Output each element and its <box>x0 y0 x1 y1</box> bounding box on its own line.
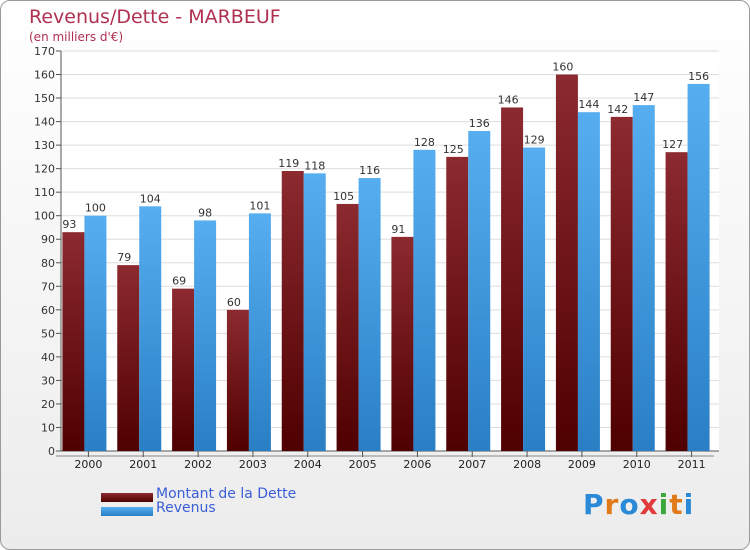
x-tick-label: 2008 <box>513 458 541 471</box>
grid-layer <box>61 50 719 452</box>
y-tick-label: 30 <box>41 374 55 387</box>
chart-title: Revenus/Dette - MARBEUF <box>29 6 281 28</box>
logo-letter: o <box>619 488 640 521</box>
logo-letter: t <box>669 488 684 521</box>
legend-label-revenus: Revenus <box>156 500 216 516</box>
y-tick-label: 80 <box>41 257 55 270</box>
x-tick-label: 2010 <box>623 458 651 471</box>
data-label: 146 <box>498 93 519 106</box>
y-tick-label: 40 <box>41 351 55 364</box>
bar-dette <box>501 107 524 452</box>
y-tick-label: 110 <box>34 186 55 199</box>
x-tick-label: 2003 <box>239 458 267 471</box>
bar-dette <box>610 116 633 451</box>
bar-revenus <box>413 149 436 451</box>
y-tick-label: 90 <box>41 233 55 246</box>
x-tick-label: 2002 <box>184 458 212 471</box>
x-tick-label: 2001 <box>129 458 157 471</box>
y-tick-label: 60 <box>41 304 55 317</box>
bar-revenus <box>632 105 655 451</box>
bar-revenus <box>577 112 600 452</box>
x-tick-label: 2011 <box>678 458 706 471</box>
bar-revenus <box>194 220 217 451</box>
bar-dette <box>172 288 195 451</box>
data-label: 119 <box>278 157 299 170</box>
proxiti-logo: Proxiti <box>583 488 694 521</box>
data-label: 136 <box>469 117 490 130</box>
y-tick-label: 130 <box>34 139 55 152</box>
chart-subtitle: (en milliers d'€) <box>29 30 124 44</box>
bar-revenus <box>358 178 381 451</box>
data-label: 147 <box>633 91 654 104</box>
y-tick-label: 20 <box>41 398 55 411</box>
bar-revenus <box>303 173 326 451</box>
logo-letter: r <box>604 488 620 521</box>
data-label: 128 <box>414 136 435 149</box>
data-label: 116 <box>359 164 380 177</box>
data-label: 101 <box>249 199 270 212</box>
logo-letter: x <box>639 488 659 521</box>
bar-dette <box>391 236 414 451</box>
label-layer: 93 100 79 104 69 98 60 101 119 118 105 116 91 128 125 1… <box>62 61 709 309</box>
logo-letter: i <box>658 488 670 521</box>
bar-revenus <box>468 131 491 451</box>
logo-letter: i <box>683 488 695 521</box>
y-tick-label: 160 <box>34 69 55 82</box>
data-label: 118 <box>304 159 325 172</box>
x-tick-label: 2009 <box>568 458 596 471</box>
x-tick-label: 2000 <box>74 458 102 471</box>
bar-dette <box>336 203 359 451</box>
y-tick-label: 50 <box>41 327 55 340</box>
data-label: 98 <box>198 206 212 219</box>
data-label: 144 <box>578 98 599 111</box>
y-tick-label: 120 <box>34 163 55 176</box>
bar-dette <box>226 309 249 451</box>
logo-letter: P <box>583 488 605 521</box>
bar-revenus <box>248 213 271 451</box>
data-label: 160 <box>552 61 573 74</box>
data-label: 104 <box>140 192 161 205</box>
plot-area <box>61 51 719 451</box>
bar-dette <box>62 232 85 451</box>
bar-dette <box>555 74 578 451</box>
data-label: 93 <box>62 218 76 231</box>
y-tick-label: 140 <box>34 116 55 129</box>
y-tick-label: 70 <box>41 280 55 293</box>
legend-swatch-revenus <box>101 507 153 516</box>
y-tick-label: 0 <box>48 445 55 458</box>
bar-revenus <box>84 215 107 451</box>
data-label: 156 <box>688 70 709 83</box>
bar-revenus <box>687 83 710 452</box>
x-tick-label: 2004 <box>294 458 322 471</box>
bar-dette <box>281 171 304 451</box>
data-label: 91 <box>391 223 405 236</box>
y-tick-label: 150 <box>34 92 55 105</box>
x-tick-label: 2005 <box>349 458 377 471</box>
x-tick-label: 2006 <box>403 458 431 471</box>
data-label: 127 <box>662 138 683 151</box>
data-label: 125 <box>443 143 464 156</box>
legend-swatch-dette <box>101 493 153 502</box>
bar-layer <box>62 74 710 452</box>
bar-dette <box>117 265 140 451</box>
data-label: 105 <box>333 190 354 203</box>
data-label: 79 <box>117 251 131 264</box>
axis-layer: 0 10 20 30 40 50 60 70 80 90 100 110 120 130 140 150 160… <box>34 45 719 471</box>
data-label: 60 <box>227 296 241 309</box>
data-label: 142 <box>607 103 628 116</box>
bar-revenus <box>139 206 162 451</box>
y-tick-label: 170 <box>34 45 55 58</box>
x-tick-label: 2007 <box>458 458 486 471</box>
y-tick-label: 100 <box>34 210 55 223</box>
data-label: 69 <box>172 275 186 288</box>
y-tick-label: 10 <box>41 421 55 434</box>
legend-label-dette: Montant de la Dette <box>156 486 297 502</box>
bar-dette <box>665 152 688 452</box>
data-label: 100 <box>85 202 106 215</box>
data-label: 129 <box>524 133 545 146</box>
bar-revenus <box>523 147 546 451</box>
bar-dette <box>446 156 469 451</box>
